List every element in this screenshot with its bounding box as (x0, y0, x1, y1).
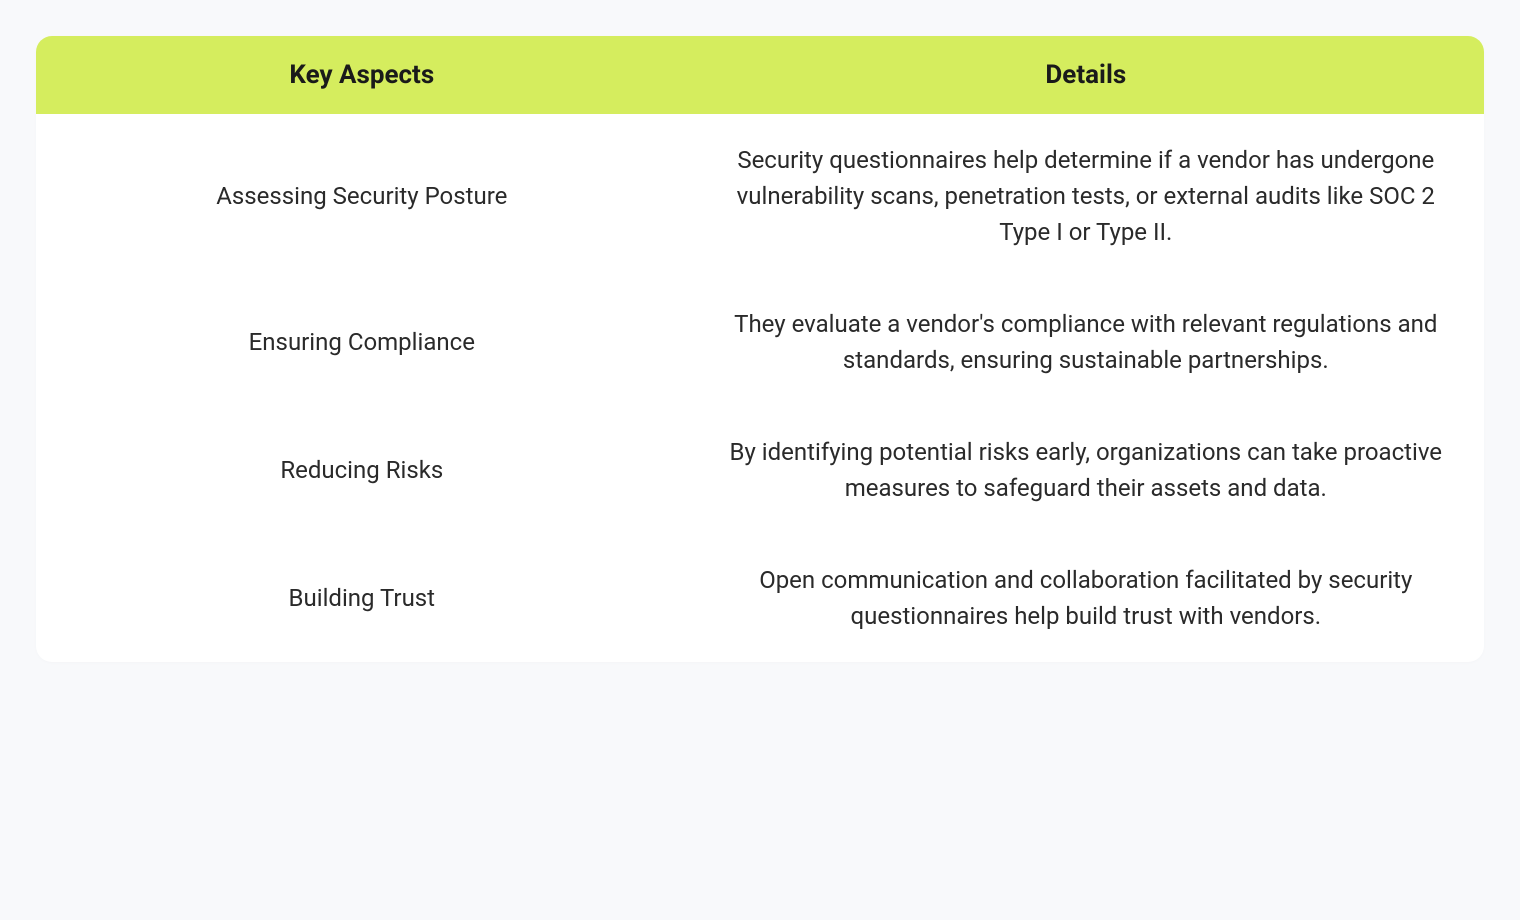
security-aspects-table: Key Aspects Details Assessing Security P… (36, 36, 1484, 662)
table-row: Reducing Risks By identifying potential … (36, 406, 1484, 534)
cell-aspect: Building Trust (36, 534, 688, 662)
cell-details: Open communication and collaboration fac… (688, 534, 1484, 662)
table-container: Key Aspects Details Assessing Security P… (36, 36, 1484, 662)
cell-details: They evaluate a vendor's compliance with… (688, 278, 1484, 406)
cell-details: By identifying potential risks early, or… (688, 406, 1484, 534)
table-row: Assessing Security Posture Security ques… (36, 114, 1484, 278)
table-row: Building Trust Open communication and co… (36, 534, 1484, 662)
column-header-details: Details (688, 36, 1484, 114)
cell-details: Security questionnaires help determine i… (688, 114, 1484, 278)
table-row: Ensuring Compliance They evaluate a vend… (36, 278, 1484, 406)
cell-aspect: Assessing Security Posture (36, 114, 688, 278)
table-header: Key Aspects Details (36, 36, 1484, 114)
cell-aspect: Reducing Risks (36, 406, 688, 534)
cell-aspect: Ensuring Compliance (36, 278, 688, 406)
table-body: Assessing Security Posture Security ques… (36, 114, 1484, 662)
table-header-row: Key Aspects Details (36, 36, 1484, 114)
column-header-aspects: Key Aspects (36, 36, 688, 114)
